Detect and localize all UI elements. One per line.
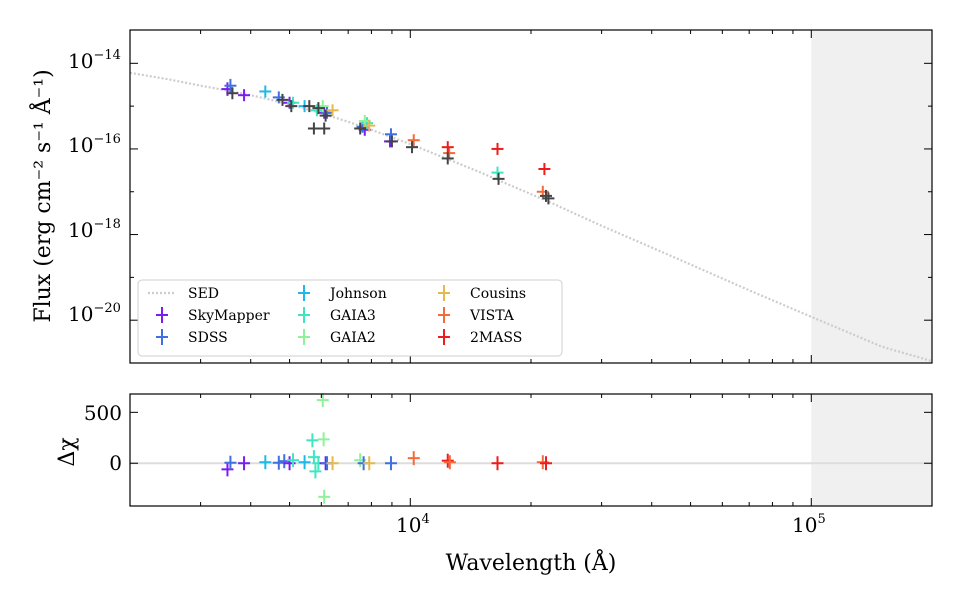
legend: SED SkyMapper SDSS Johnson GAIA3 GAIA2 Cousins… — [137, 279, 563, 357]
residual-point — [326, 456, 339, 471]
bottom-ticks — [129, 394, 933, 506]
top-y-axis-title: Flux (erg cm⁻² s⁻¹ Å⁻¹) — [28, 69, 56, 322]
data-point — [385, 135, 398, 148]
data-point — [319, 109, 332, 122]
legend-frame — [137, 279, 563, 357]
residual-point — [306, 433, 319, 448]
data-point — [303, 100, 316, 113]
bottom-y-axis-title: Δχ — [55, 437, 80, 466]
top-ticks — [129, 30, 933, 364]
residual-point — [221, 462, 234, 477]
residual-point — [224, 455, 237, 470]
data-point — [491, 166, 504, 179]
residual-point — [363, 456, 376, 471]
bottom-shaded-region — [811, 394, 932, 506]
y-tick-label-0: 0 — [109, 451, 122, 475]
data-point — [354, 122, 367, 135]
x-tick-label-1e5: 105 — [792, 512, 826, 537]
residual-point — [316, 393, 329, 408]
data-point — [363, 119, 376, 132]
legend-label: SkyMapper — [188, 308, 270, 324]
data-point — [238, 89, 251, 102]
data-point — [441, 152, 454, 165]
legend-item: Cousins — [438, 285, 526, 302]
residual-point — [318, 489, 331, 504]
residual-point — [278, 454, 291, 469]
residual-point — [238, 456, 251, 471]
residual-point — [317, 432, 330, 447]
y-tick-label-1e-16: 10−16 — [68, 132, 121, 157]
data-point — [326, 104, 339, 117]
legend-label: SDSS — [188, 330, 228, 346]
data-point — [406, 141, 419, 154]
data-point — [224, 78, 237, 93]
legend-item: SDSS — [156, 329, 228, 346]
data-point — [321, 106, 334, 119]
residual-point — [540, 456, 553, 471]
legend-label: GAIA2 — [330, 330, 376, 346]
legend-item: SED — [148, 286, 219, 302]
legend-label: VISTA — [469, 308, 515, 324]
residual-point — [259, 455, 272, 470]
y-tick-label-1e-18: 10−18 — [68, 217, 121, 242]
data-point — [361, 117, 374, 130]
legend-item: GAIA2 — [298, 329, 376, 346]
residual-point — [272, 455, 285, 470]
residual-point — [491, 456, 504, 471]
legend-item: Johnson — [298, 285, 387, 302]
residual-point — [384, 456, 397, 471]
data-point — [226, 87, 239, 100]
y-tick-label-1e-14: 10−14 — [68, 48, 121, 73]
legend-label: GAIA3 — [330, 308, 376, 324]
residual-point — [309, 464, 322, 479]
legend-label: Johnson — [328, 286, 387, 302]
residual-point — [443, 455, 456, 470]
data-point — [307, 122, 320, 135]
top-shaded-region — [811, 30, 932, 363]
legend-label: SED — [188, 286, 219, 302]
data-point — [259, 85, 272, 98]
data-point — [407, 134, 420, 147]
data-point — [285, 100, 298, 113]
data-point — [538, 162, 551, 175]
y-tick-label-1e-20: 10−20 — [68, 301, 121, 326]
residual-point — [298, 455, 311, 470]
photometry-points — [221, 78, 555, 205]
legend-label: Cousins — [470, 286, 526, 302]
data-point — [441, 141, 454, 154]
legend-item: VISTA — [438, 307, 515, 324]
residual-point — [287, 453, 300, 468]
data-point — [276, 93, 289, 106]
legend-item: GAIA3 — [298, 307, 376, 324]
y-tick-label-500: 500 — [84, 401, 122, 425]
bottom-panel: 500 0 Δχ 104 105 Wavelength (Å) — [55, 393, 933, 576]
x-tick-label-1e4: 104 — [396, 512, 430, 537]
data-point — [318, 122, 331, 135]
residual-points — [221, 393, 553, 504]
data-point — [491, 142, 504, 155]
legend-item: 2MASS — [438, 329, 522, 346]
data-point — [443, 147, 456, 160]
legend-label: 2MASS — [470, 330, 522, 346]
legend-item: SkyMapper — [156, 307, 270, 324]
data-point — [540, 189, 553, 202]
residual-point — [441, 453, 454, 468]
residual-point — [407, 451, 420, 466]
top-y-tick-labels: 10−14 10−16 10−18 10−20 — [68, 48, 121, 326]
data-point — [492, 172, 505, 185]
data-point — [312, 102, 325, 115]
x-axis-title: Wavelength (Å) — [446, 548, 617, 576]
top-panel: 10−14 10−16 10−18 10−20 Flux (erg cm⁻² s… — [28, 29, 933, 364]
data-point — [542, 192, 555, 205]
